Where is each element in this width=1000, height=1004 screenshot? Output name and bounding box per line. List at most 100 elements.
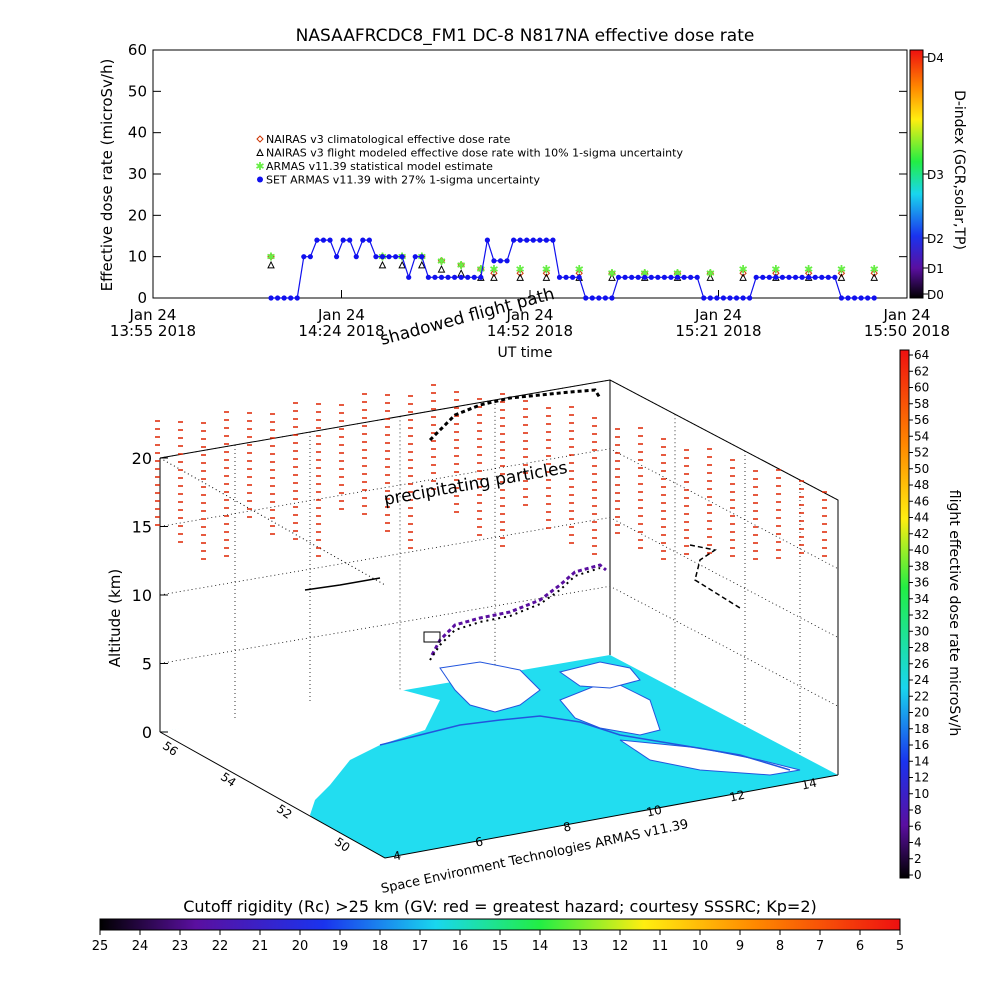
dose-tick-label: 34 — [914, 592, 929, 606]
set-armas-point — [792, 274, 799, 280]
set-armas-point — [701, 295, 707, 301]
longitude-tick-label: 4 — [392, 848, 402, 863]
set-armas-point — [806, 274, 812, 280]
set-armas-point — [694, 274, 700, 280]
armas-stat-point: ✱ — [804, 263, 813, 276]
cutoff-tick-label: 8 — [776, 939, 784, 954]
dose-tick-label: 46 — [914, 494, 929, 508]
dindex-tick-label: D1 — [927, 262, 944, 276]
set-armas-point — [511, 237, 517, 243]
dindex-colorbar — [909, 49, 924, 299]
nairas-clim-point — [267, 252, 275, 261]
set-armas-point — [524, 237, 530, 243]
nairas-clim-point — [706, 269, 715, 277]
set-armas-point — [786, 274, 792, 280]
top-x-axis-label: UT time — [498, 345, 553, 361]
set-armas-point — [471, 274, 477, 280]
nairas-clim-point — [837, 269, 846, 277]
longitude-tick-label: 10 — [645, 803, 663, 820]
cutoff-tick-label: 14 — [532, 939, 549, 954]
nairas-flight-point — [516, 273, 524, 281]
set-armas-point — [504, 258, 510, 264]
armas-stat-point: ✱ — [489, 263, 498, 276]
set-armas-point — [799, 274, 805, 280]
set-armas-point — [556, 274, 563, 280]
dose-tick-label: 50 — [914, 462, 929, 476]
nairas-flight-point — [437, 264, 446, 273]
dose-tick-label: 30 — [914, 624, 929, 638]
top-y-tick-label: 50 — [128, 82, 147, 100]
set-armas-point — [688, 274, 694, 280]
nairas-flight-point — [542, 273, 551, 281]
armas-stat-point: ✱ — [542, 263, 551, 276]
cutoff-tick-label: 19 — [332, 939, 349, 954]
nairas-clim-point — [516, 269, 524, 277]
nairas-flight-point — [739, 273, 747, 281]
cutoff-tick-label: 22 — [212, 939, 229, 954]
map-land-denmark — [439, 661, 541, 713]
dose-tick-label: 6 — [914, 819, 922, 833]
set-armas-point — [602, 295, 609, 301]
top-y-axis-label: Effective dose rate (microSv/h) — [98, 59, 116, 292]
top-x-tick-label-date: Jan 24 — [883, 306, 931, 324]
cutoff-rigidity-label: Cutoff rigidity (Rc) >25 km (GV: red = g… — [183, 897, 817, 916]
set-armas-point — [307, 254, 313, 260]
set-armas-point — [825, 274, 831, 280]
dose-tick-label: 60 — [914, 381, 929, 395]
armas-stat-point: ✱ — [476, 263, 485, 276]
set-armas-point — [432, 274, 438, 280]
set-armas-point — [629, 274, 635, 280]
set-armas-point — [668, 274, 674, 280]
set-armas-point — [353, 254, 359, 260]
flight-3d-plot: shadowed flight path precipitating parti… — [92, 284, 962, 954]
flight-segment-right — [689, 544, 741, 609]
altitude-tick-label: 15 — [132, 518, 152, 537]
longitude-tick-label: 8 — [562, 819, 572, 834]
set-armas-point — [517, 237, 523, 243]
dose-tick-label: 16 — [914, 738, 929, 752]
dose-tick-label: 28 — [914, 641, 929, 655]
cutoff-tick-label: 25 — [92, 939, 109, 954]
nairas-clim-point — [739, 269, 747, 277]
set-armas-point — [871, 295, 877, 301]
set-armas-point — [320, 237, 327, 243]
cutoff-tick-label: 13 — [572, 939, 589, 954]
dose-tick-label: 2 — [914, 852, 922, 866]
chart-title: NASAAFRCDC8_FM1 DC-8 N817NA effective do… — [296, 26, 755, 46]
dose-tick-label: 10 — [914, 787, 929, 801]
armas-stat-point: ✱ — [516, 263, 525, 276]
cutoff-tick-label: 6 — [856, 939, 864, 954]
set-armas-point — [458, 274, 464, 280]
set-armas-point — [452, 274, 458, 280]
set-armas-point — [347, 237, 353, 243]
cutoff-tick-label: 5 — [896, 939, 904, 954]
top-x-tick-label-time: 15:50 2018 — [864, 322, 950, 340]
nairas-clim-point — [457, 261, 465, 269]
dose-tick-label: 52 — [914, 446, 929, 460]
set-armas-point — [563, 274, 569, 280]
set-armas-point — [851, 295, 858, 301]
set-armas-point — [707, 295, 713, 301]
set-armas-point — [819, 274, 825, 280]
cutoff-tick-label: 7 — [816, 939, 824, 954]
set-armas-point — [373, 254, 379, 260]
set-armas-point — [360, 237, 366, 243]
cutoff-tick-label: 11 — [652, 939, 669, 954]
top-y-tick-label: 10 — [128, 248, 147, 266]
set-armas-point — [438, 274, 445, 280]
set-armas-point — [392, 254, 399, 260]
cutoff-tick-label: 20 — [292, 939, 309, 954]
legend-entry: ARMAS v11.39 statistical model estimate — [266, 160, 493, 173]
set-armas-point — [720, 295, 727, 301]
top-x-tick-label-date: Jan 24 — [129, 306, 177, 324]
box-front-edges — [159, 731, 839, 859]
set-armas-point — [412, 254, 418, 260]
cutoff-tick-label: 17 — [412, 939, 429, 954]
flight-box-marker — [423, 631, 441, 643]
set-armas-point — [779, 274, 786, 280]
longitude-ticks: 4 6 8 10 12 14 — [392, 776, 818, 864]
map-land-island — [558, 661, 641, 689]
cutoff-tick-label: 12 — [612, 939, 629, 954]
set-armas-point — [747, 295, 753, 301]
